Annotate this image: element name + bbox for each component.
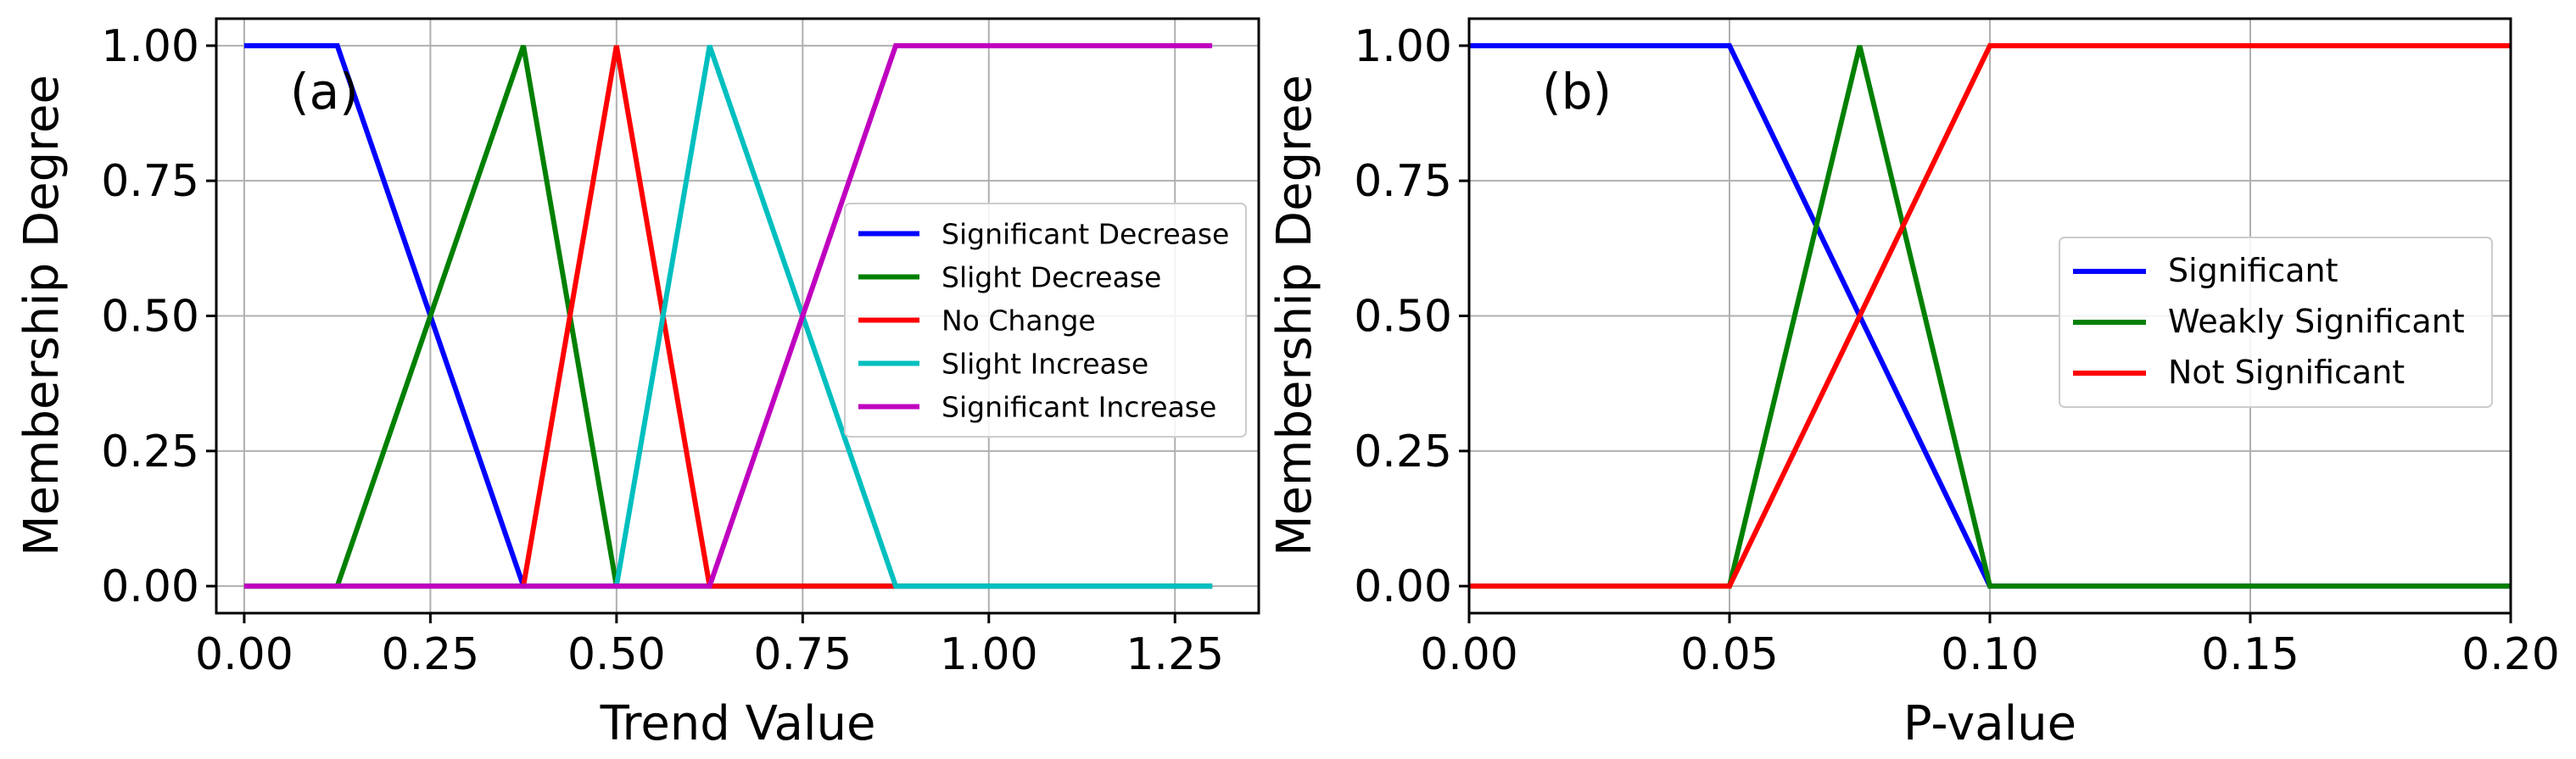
y-tick-label-b-3: 0.75	[1354, 156, 1452, 207]
chart-panel-b: 0.00 0.05 0.10 0.15 0.20 0.00 0.25 0.50 0.75 1.00…	[1267, 17, 2560, 751]
x-tick-label-a-4: 1.00	[940, 629, 1038, 680]
y-tick-label-b-1: 0.25	[1354, 427, 1452, 477]
legend-b: Significant Weakly Significant Not Signifi…	[2059, 237, 2493, 408]
y-axis-title-a: Membership Degree	[14, 75, 70, 556]
legend-label-a-3: Slight Increase	[942, 348, 1148, 381]
legend-label-b-2: Not Significant	[2168, 354, 2405, 391]
x-tick-label-b-3: 0.15	[2201, 629, 2299, 680]
panel-label-a: (a)	[290, 63, 359, 120]
x-tick-label-a-1: 0.25	[381, 629, 479, 680]
x-axis-title-a: Trend Value	[600, 696, 876, 751]
x-tick-label-b-0: 0.00	[1420, 629, 1518, 680]
panel-label-b: (b)	[1542, 63, 1612, 120]
y-tick-label-a-4: 1.00	[101, 21, 199, 72]
y-tick-label-a-0: 0.00	[101, 561, 199, 612]
x-tick-label-a-2: 0.50	[567, 629, 666, 680]
chart-panel-a: 0.00 0.25 0.50 0.75 1.00 1.25 0.00 0.25 0.50 0.75…	[14, 17, 1260, 751]
y-axis-title-b: Membership Degree	[1267, 75, 1322, 556]
x-tick-label-b-2: 0.10	[1941, 629, 2039, 680]
legend-label-b-1: Weakly Significant	[2168, 303, 2465, 340]
ticks-b: 0.00 0.05 0.10 0.15 0.20 0.00 0.25 0.50 0.75 1.00	[1354, 21, 2560, 680]
legend-label-a-2: No Change	[942, 304, 1096, 338]
legend-frame-a	[844, 203, 1247, 438]
x-tick-label-b-1: 0.05	[1680, 629, 1779, 680]
legend-label-a-0: Significant Decrease	[942, 218, 1229, 251]
x-axis-title-b: P-value	[1903, 696, 2076, 751]
series-line-b-not-significant	[1469, 42, 2511, 589]
y-tick-label-a-3: 0.75	[101, 156, 199, 207]
x-tick-label-b-4: 0.20	[2461, 629, 2560, 680]
legend-label-b-0: Significant	[2168, 252, 2339, 289]
legend-label-a-4: Significant Increase	[942, 391, 1216, 424]
series-group-a	[243, 42, 1213, 589]
x-tick-label-a-3: 0.75	[753, 629, 852, 680]
x-tick-label-a-0: 0.00	[195, 629, 293, 680]
y-tick-label-b-4: 1.00	[1354, 21, 1452, 72]
ticks-a: 0.00 0.25 0.50 0.75 1.00 1.25 0.00 0.25 0.50 0.75…	[101, 21, 1224, 680]
series-group-b	[1469, 42, 2511, 589]
y-tick-label-b-0: 0.00	[1354, 561, 1452, 612]
y-tick-label-a-1: 0.25	[101, 427, 199, 477]
legend-label-a-1: Slight Decrease	[942, 261, 1161, 294]
x-tick-label-a-5: 1.25	[1126, 629, 1224, 680]
y-tick-label-a-2: 0.50	[101, 292, 199, 343]
y-tick-label-b-2: 0.50	[1354, 292, 1452, 343]
legend-a: Significant Decrease Slight Decrease No Ch…	[844, 203, 1247, 438]
series-line-a-significant-increase	[243, 42, 1213, 589]
legend-frame-b	[2059, 237, 2493, 408]
